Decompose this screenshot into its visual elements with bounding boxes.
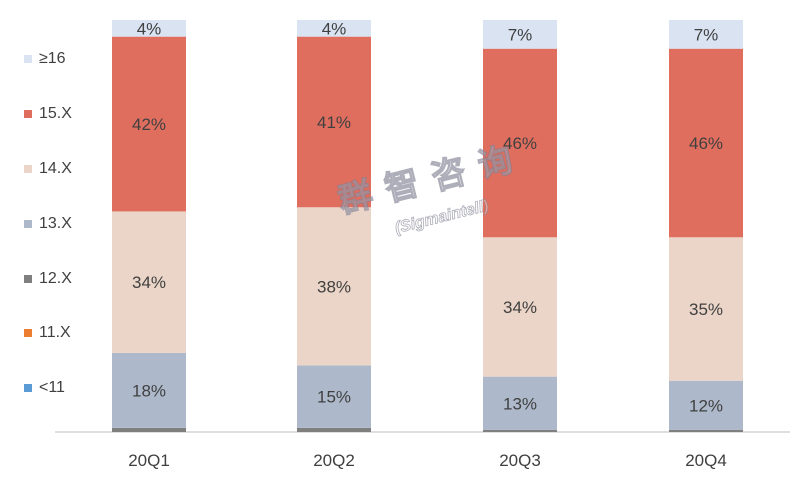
data-label-20Q3-13.X: 13% bbox=[503, 394, 537, 413]
bar-segment-20Q1-14.X bbox=[112, 211, 186, 353]
data-label-20Q1-14.X: 34% bbox=[132, 273, 166, 292]
x-tick-label-20Q1: 20Q1 bbox=[128, 451, 170, 470]
x-tick-label-20Q2: 20Q2 bbox=[313, 451, 355, 470]
bar-segment-20Q3-14.X bbox=[483, 237, 557, 377]
bar-segment-20Q3-≥16 bbox=[483, 20, 557, 49]
bar-segment-20Q3-12.X bbox=[483, 429, 557, 432]
legend-item-13x: 13.X bbox=[24, 214, 72, 234]
bar-segment-20Q4-12.X bbox=[669, 429, 743, 432]
bar-segment-20Q1-13.X bbox=[112, 352, 186, 428]
legend-label-lt11: <11 bbox=[39, 379, 65, 396]
bar-segment-20Q1-12.X bbox=[112, 427, 186, 432]
legend-swatch-13x bbox=[24, 220, 32, 228]
legend-swatch-12x bbox=[24, 275, 32, 283]
x-tick-label-20Q3: 20Q3 bbox=[499, 451, 541, 470]
bar-segment-20Q4-15.X bbox=[669, 48, 743, 238]
bar-segment-20Q4-13.X bbox=[669, 380, 743, 430]
data-label-20Q4-14.X: 35% bbox=[689, 300, 723, 319]
legend-item-lt11: <11 bbox=[24, 378, 65, 398]
legend-label-15x: 15.X bbox=[39, 105, 72, 122]
data-label-20Q4-15.X: 46% bbox=[689, 134, 723, 153]
data-label-20Q1-13.X: 18% bbox=[132, 381, 166, 400]
bar-segment-20Q4-14.X bbox=[669, 237, 743, 381]
data-label-20Q3-14.X: 34% bbox=[503, 298, 537, 317]
x-tick-label-20Q4: 20Q4 bbox=[685, 451, 727, 470]
legend-item-15x: 15.X bbox=[24, 104, 72, 124]
data-label-20Q2-15.X: 41% bbox=[317, 113, 351, 132]
bar-segment-20Q1-≥16 bbox=[112, 20, 186, 37]
bar-segment-20Q3-13.X bbox=[483, 376, 557, 430]
legend-label-ge16: ≥16 bbox=[39, 50, 66, 67]
legend-label-14x: 14.X bbox=[39, 160, 72, 177]
bar-segment-20Q3-15.X bbox=[483, 48, 557, 238]
bar-segment-20Q2-12.X bbox=[297, 427, 371, 432]
bar-segment-20Q4-≥16 bbox=[669, 20, 743, 49]
legend-item-ge16: ≥16 bbox=[24, 49, 66, 69]
bar-segment-20Q2-15.X bbox=[297, 36, 371, 208]
data-label-20Q3-15.X: 46% bbox=[503, 134, 537, 153]
bar-segment-20Q2-≥16 bbox=[297, 20, 371, 37]
bar-segment-20Q1-15.X bbox=[112, 36, 186, 212]
legend-item-14x: 14.X bbox=[24, 159, 72, 179]
legend-swatch-15x bbox=[24, 110, 32, 118]
legend-swatch-lt11 bbox=[24, 384, 32, 392]
legend-item-11x: 11.X bbox=[24, 323, 71, 343]
legend-label-13x: 13.X bbox=[39, 215, 72, 232]
legend-item-12x: 12.X bbox=[24, 269, 72, 289]
legend-swatch-11x bbox=[24, 329, 32, 337]
data-label-20Q3-≥16: 7% bbox=[508, 25, 533, 44]
data-label-20Q2-13.X: 15% bbox=[317, 388, 351, 407]
data-label-20Q4-13.X: 12% bbox=[689, 396, 723, 415]
legend-swatch-14x bbox=[24, 165, 32, 173]
legend-swatch-ge16 bbox=[24, 55, 32, 63]
legend-label-12x: 12.X bbox=[39, 270, 72, 287]
data-label-20Q1-≥16: 4% bbox=[137, 19, 162, 38]
data-label-20Q4-≥16: 7% bbox=[694, 25, 719, 44]
data-label-20Q2-14.X: 38% bbox=[317, 277, 351, 296]
bar-segment-20Q2-14.X bbox=[297, 207, 371, 366]
bar-segment-20Q2-13.X bbox=[297, 365, 371, 428]
data-label-20Q2-≥16: 4% bbox=[322, 19, 347, 38]
data-label-20Q1-15.X: 42% bbox=[132, 115, 166, 134]
legend-label-11x: 11.X bbox=[39, 324, 71, 341]
